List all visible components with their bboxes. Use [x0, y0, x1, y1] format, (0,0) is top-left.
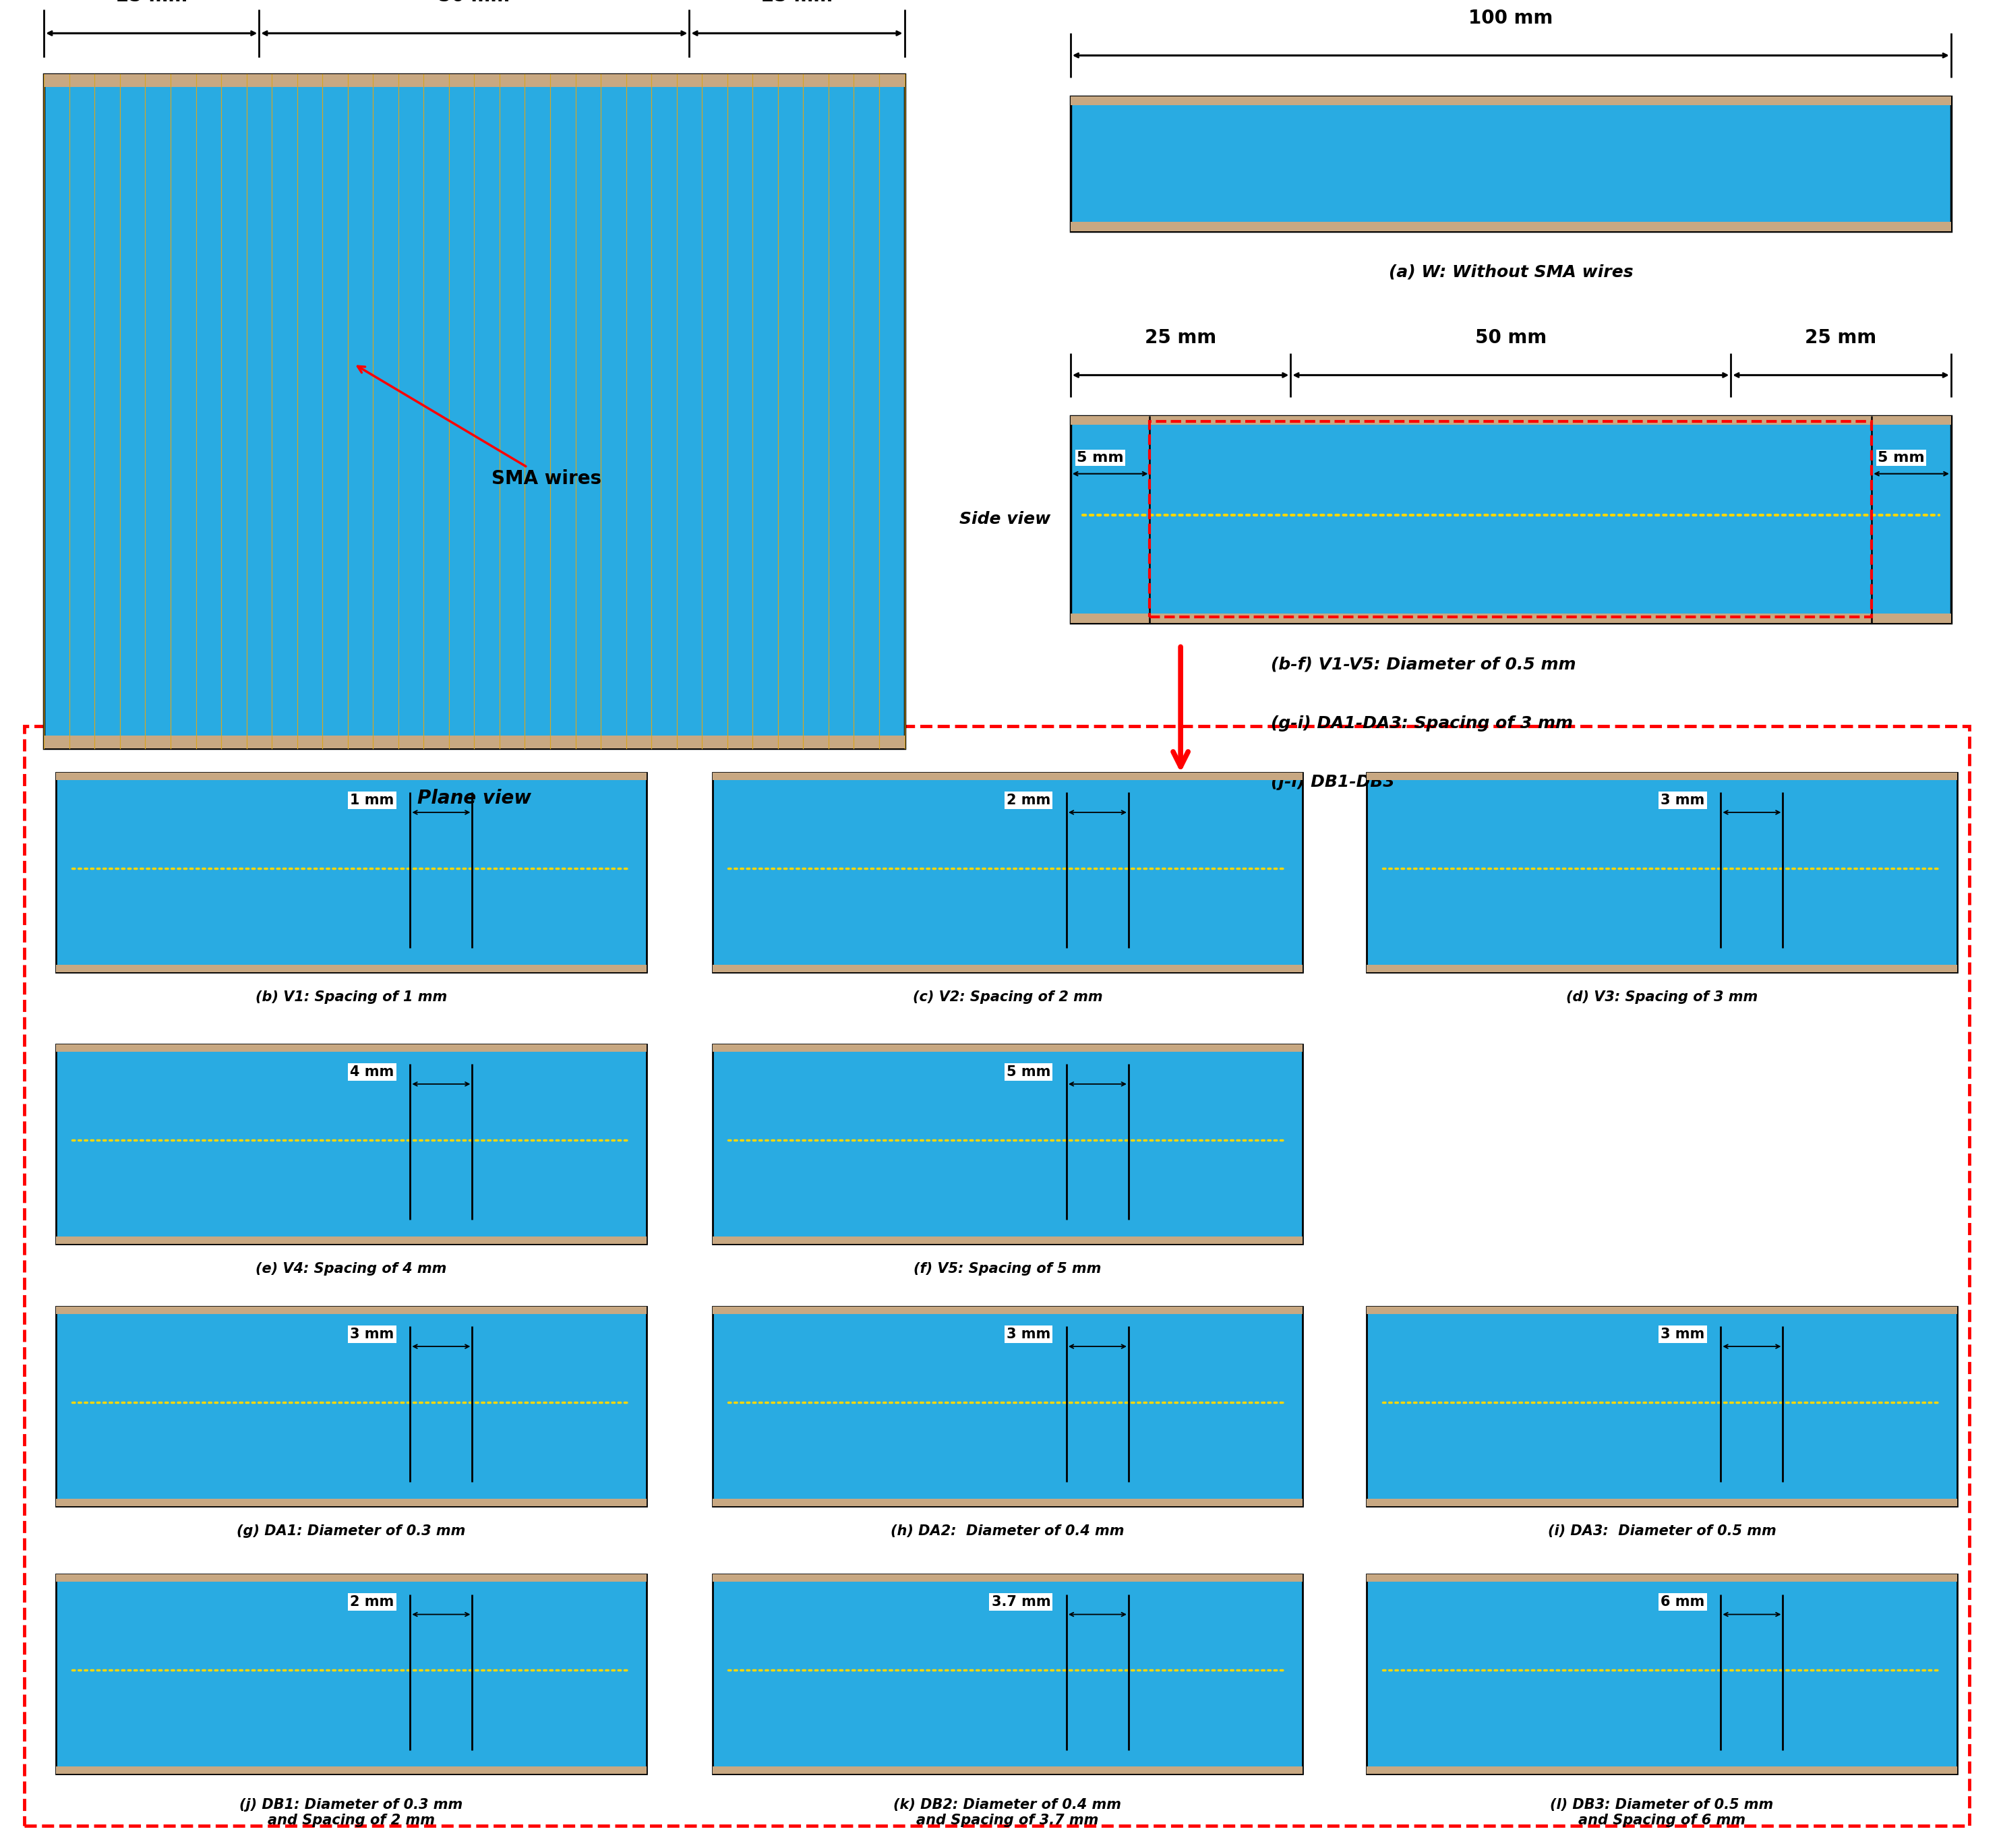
Text: 50 mm: 50 mm: [1475, 329, 1547, 347]
Bar: [712, 965, 1303, 972]
Bar: [56, 1044, 646, 1052]
Text: (d) V3: Spacing of 3 mm: (d) V3: Spacing of 3 mm: [1567, 991, 1757, 1003]
Bar: [712, 772, 1303, 780]
Bar: [1071, 96, 1951, 231]
Text: (e) V4: Spacing of 4 mm: (e) V4: Spacing of 4 mm: [256, 1262, 446, 1275]
Bar: [712, 1574, 1303, 1774]
Text: (g) DA1: Diameter of 0.3 mm: (g) DA1: Diameter of 0.3 mm: [236, 1525, 466, 1538]
Text: 25 mm: 25 mm: [1145, 329, 1217, 347]
Bar: [712, 1044, 1303, 1052]
Bar: [24, 726, 1969, 1826]
Bar: [56, 1767, 646, 1774]
Text: (f) V5: Spacing of 5 mm: (f) V5: Spacing of 5 mm: [914, 1262, 1101, 1275]
Text: (k) DB2: Diameter of 0.4 mm
and Spacing of 3.7 mm: (k) DB2: Diameter of 0.4 mm and Spacing …: [894, 1798, 1121, 1828]
Text: 2 mm: 2 mm: [1007, 793, 1051, 808]
Text: 3 mm: 3 mm: [1007, 1327, 1051, 1342]
Text: 5 mm: 5 mm: [1077, 451, 1123, 464]
Text: (h) DA2:  Diameter of 0.4 mm: (h) DA2: Diameter of 0.4 mm: [890, 1525, 1125, 1538]
Text: 25 mm: 25 mm: [116, 0, 188, 6]
Bar: [56, 1236, 646, 1244]
Bar: [712, 1236, 1303, 1244]
Bar: [56, 1307, 646, 1506]
Bar: [1071, 614, 1951, 623]
Text: 25 mm: 25 mm: [1805, 329, 1877, 347]
Bar: [56, 1499, 646, 1506]
Text: 50 mm: 50 mm: [438, 0, 510, 6]
Bar: [56, 1574, 646, 1774]
Text: SMA wires: SMA wires: [358, 366, 602, 488]
Bar: [56, 1307, 646, 1314]
Text: 5 mm: 5 mm: [1007, 1064, 1051, 1079]
Text: (b-f) V1-V5: Diameter of 0.5 mm: (b-f) V1-V5: Diameter of 0.5 mm: [1271, 656, 1575, 673]
Text: 1 mm: 1 mm: [350, 793, 394, 808]
Text: (l) DB3: Diameter of 0.5 mm
and Spacing of 6 mm: (l) DB3: Diameter of 0.5 mm and Spacing …: [1551, 1798, 1773, 1828]
Bar: [712, 1499, 1303, 1506]
Bar: [1367, 772, 1957, 780]
Bar: [1151, 421, 1871, 617]
Text: (c) V2: Spacing of 2 mm: (c) V2: Spacing of 2 mm: [912, 991, 1103, 1003]
Text: 3 mm: 3 mm: [350, 1327, 394, 1342]
Text: 4 mm: 4 mm: [350, 1064, 394, 1079]
Bar: [1071, 222, 1951, 231]
Text: (j) DB1: Diameter of 0.3 mm
and Spacing of 2 mm: (j) DB1: Diameter of 0.3 mm and Spacing …: [240, 1798, 462, 1828]
Bar: [56, 965, 646, 972]
Bar: [44, 736, 904, 748]
Bar: [44, 74, 904, 748]
Text: (a) W: Without SMA wires: (a) W: Without SMA wires: [1389, 264, 1633, 281]
Text: (i) DA3:  Diameter of 0.5 mm: (i) DA3: Diameter of 0.5 mm: [1547, 1525, 1777, 1538]
Text: Plane view: Plane view: [418, 789, 530, 808]
Text: (g-i) DA1-DA3: Spacing of 3 mm: (g-i) DA1-DA3: Spacing of 3 mm: [1271, 715, 1573, 732]
Bar: [44, 74, 904, 87]
Bar: [712, 1767, 1303, 1774]
Bar: [1367, 1574, 1957, 1774]
Text: 3 mm: 3 mm: [1661, 793, 1705, 808]
Bar: [712, 1044, 1303, 1244]
Bar: [712, 772, 1303, 972]
Bar: [56, 772, 646, 780]
Text: 100 mm: 100 mm: [1469, 9, 1553, 28]
Text: (j-l) DB1-DB3: (j-l) DB1-DB3: [1271, 774, 1395, 791]
Bar: [1367, 1499, 1957, 1506]
Bar: [56, 772, 646, 972]
Bar: [1367, 1767, 1957, 1774]
Text: (b) V1: Spacing of 1 mm: (b) V1: Spacing of 1 mm: [256, 991, 446, 1003]
Text: 5 mm: 5 mm: [1877, 451, 1925, 464]
Text: Side view: Side view: [958, 512, 1051, 527]
Bar: [1367, 965, 1957, 972]
Bar: [712, 1307, 1303, 1314]
Bar: [712, 1574, 1303, 1582]
Bar: [1367, 1307, 1957, 1314]
Bar: [1367, 1307, 1957, 1506]
Bar: [56, 1574, 646, 1582]
Bar: [1071, 416, 1951, 425]
Bar: [1367, 772, 1957, 972]
Text: 2 mm: 2 mm: [350, 1595, 394, 1610]
Text: 3 mm: 3 mm: [1661, 1327, 1705, 1342]
Bar: [56, 1044, 646, 1244]
Text: 3.7 mm: 3.7 mm: [990, 1595, 1051, 1610]
Bar: [1071, 416, 1951, 623]
Bar: [1071, 96, 1951, 105]
Text: 6 mm: 6 mm: [1661, 1595, 1705, 1610]
Text: 25 mm: 25 mm: [760, 0, 832, 6]
Bar: [712, 1307, 1303, 1506]
Bar: [1367, 1574, 1957, 1582]
